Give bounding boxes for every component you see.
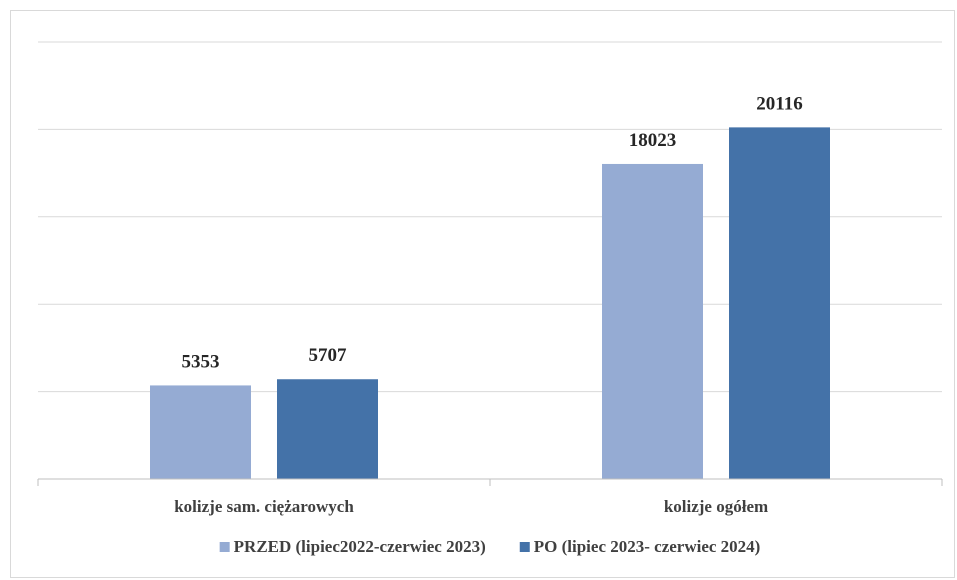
data-label-0-1: 5707	[309, 345, 348, 366]
legend-swatch-0	[219, 542, 230, 552]
data-label-0-0: 5353	[182, 351, 220, 372]
legend: PRZED (lipiec2022-czerwiec 2023) PO (lipi…	[219, 537, 761, 556]
data-labels: 5353 5707 18023 20116	[182, 93, 803, 372]
category-label-1: kolizje ogółem	[664, 497, 768, 516]
legend-label-1: PO (lipiec 2023- czerwiec 2024)	[534, 537, 761, 556]
bar-1-0	[602, 163, 703, 480]
data-label-1-0: 18023	[629, 130, 677, 151]
legend-swatch-1	[519, 542, 530, 552]
data-label-1-1: 20116	[756, 93, 802, 114]
bars	[150, 127, 830, 480]
x-axis: kolizje sam. ciężarowych kolizje ogółem	[37, 478, 943, 516]
bar-0-1	[277, 379, 378, 479]
category-label-0: kolizje sam. ciężarowych	[174, 497, 354, 516]
bar-1-1	[729, 127, 830, 480]
bar-0-0	[150, 385, 251, 479]
legend-label-0: PRZED (lipiec2022-czerwiec 2023)	[234, 537, 486, 556]
